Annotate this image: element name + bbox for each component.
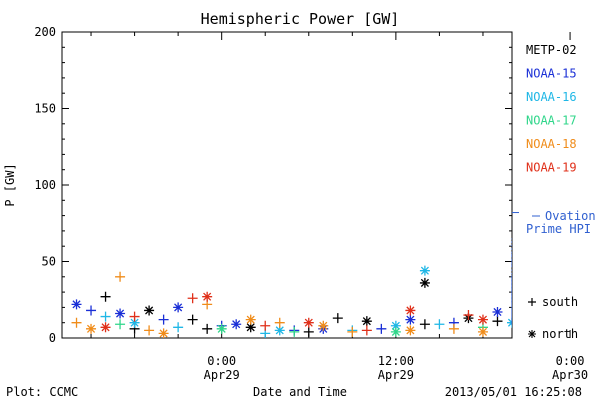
legend-symbol-plus [528,298,536,306]
point-south-noaa-16 [100,311,111,322]
y-tick-label: 150 [34,102,56,116]
y-tick-label: 0 [49,331,56,345]
point-north-noaa-18 [477,326,488,337]
point-north-noaa-15 [71,299,82,310]
x-tick-label: 0:00 [207,354,236,368]
point-south-metp-02 [303,326,314,337]
footer-timestamp: 2013/05/01 16:25:08 [445,385,582,399]
legend-item-noaa-18: NOAA-18 [526,137,577,151]
point-south-metp-02 [419,319,430,330]
point-north-noaa-16 [129,317,140,328]
legend-symbol-north: north [542,327,578,341]
x-tick-label: 12:00 [378,354,414,368]
legend-symbol-south: south [542,295,578,309]
point-north-noaa-19 [100,322,111,333]
point-north-noaa-16 [390,320,401,331]
point-south-noaa-19 [361,325,372,336]
point-south-noaa-15 [86,305,97,316]
point-south-noaa-15 [522,312,532,322]
point-north-noaa-19 [303,317,314,328]
footer-plot-source: Plot: CCMC [6,385,78,399]
y-tick-label: 50 [42,255,56,269]
x-tick-sublabel: Apr29 [204,368,240,382]
point-north-noaa-17 [390,326,401,337]
point-north-noaa-15 [405,314,416,325]
point-north-metp-02 [245,322,256,333]
point-south-noaa-16 [434,319,445,330]
point-south-metp-02 [492,316,503,327]
point-south-noaa-18 [71,317,82,328]
point-south-noaa-19 [522,319,532,329]
legend-item-noaa-16: NOAA-16 [526,90,577,104]
point-south-noaa-19 [129,311,140,322]
point-south-noaa-18 [448,323,459,334]
point-north-noaa-16 [274,325,285,336]
point-south-noaa-19 [187,293,198,304]
point-south-noaa-15 [376,323,387,334]
point-north-noaa-18 [318,320,329,331]
point-north-metp-02 [144,305,155,316]
point-north-noaa-19 [477,314,488,325]
point-north-metp-02 [361,316,372,327]
point-south-noaa-18 [274,317,285,328]
legend-item-noaa-15: NOAA-15 [526,67,577,81]
y-tick-label: 200 [34,25,56,39]
point-south-noaa-17 [115,319,126,330]
point-north-noaa-18 [405,325,416,336]
x-tick-label: 0:00 [556,354,585,368]
point-north-metp-02 [419,277,430,288]
point-south-noaa-16 [536,315,546,325]
point-south-metp-02 [187,314,198,325]
point-north-noaa-15 [492,306,503,317]
y-axis-label: P [GW] [3,163,17,206]
point-south-metp-02 [100,291,111,302]
ovation-legend-label-1: Ovation [545,209,596,223]
point-south-noaa-17 [289,326,300,337]
point-south-noaa-16 [173,322,184,333]
point-south-noaa-19 [463,310,474,321]
point-north-noaa-15 [173,302,184,313]
legend-symbol-star [528,330,536,338]
chart-title: Hemispheric Power [GW] [201,10,400,28]
legend-item-metp-02: METP-02 [526,43,577,57]
ovation-legend-label-2: Prime HPI [526,222,591,236]
point-south-noaa-19 [260,320,271,331]
point-south-noaa-18 [144,325,155,336]
point-north-noaa-18 [245,314,256,325]
plot-frame [61,31,513,339]
point-north-noaa-16 [419,265,430,276]
x-tick-sublabel: Apr29 [378,368,414,382]
x-axis-label: Date and Time [253,385,347,399]
point-north-noaa-19 [405,305,416,316]
point-south-noaa-18 [115,271,126,282]
point-north-noaa-15 [231,319,242,330]
point-north-noaa-18 [158,328,169,338]
legend-item-noaa-17: NOAA-17 [526,114,577,128]
point-south-metp-02 [202,323,213,334]
point-north-noaa-19 [202,291,213,302]
x-tick-sublabel: Apr30 [552,368,588,382]
point-north-noaa-15 [115,308,126,319]
legend-item-noaa-19: NOAA-19 [526,161,577,175]
point-south-metp-02 [332,313,343,324]
point-south-noaa-18 [347,326,358,337]
point-north-noaa-18 [86,323,97,334]
y-tick-label: 100 [34,178,56,192]
point-north-noaa-17 [216,323,227,334]
point-south-noaa-15 [158,314,169,325]
data-layer [71,238,546,338]
